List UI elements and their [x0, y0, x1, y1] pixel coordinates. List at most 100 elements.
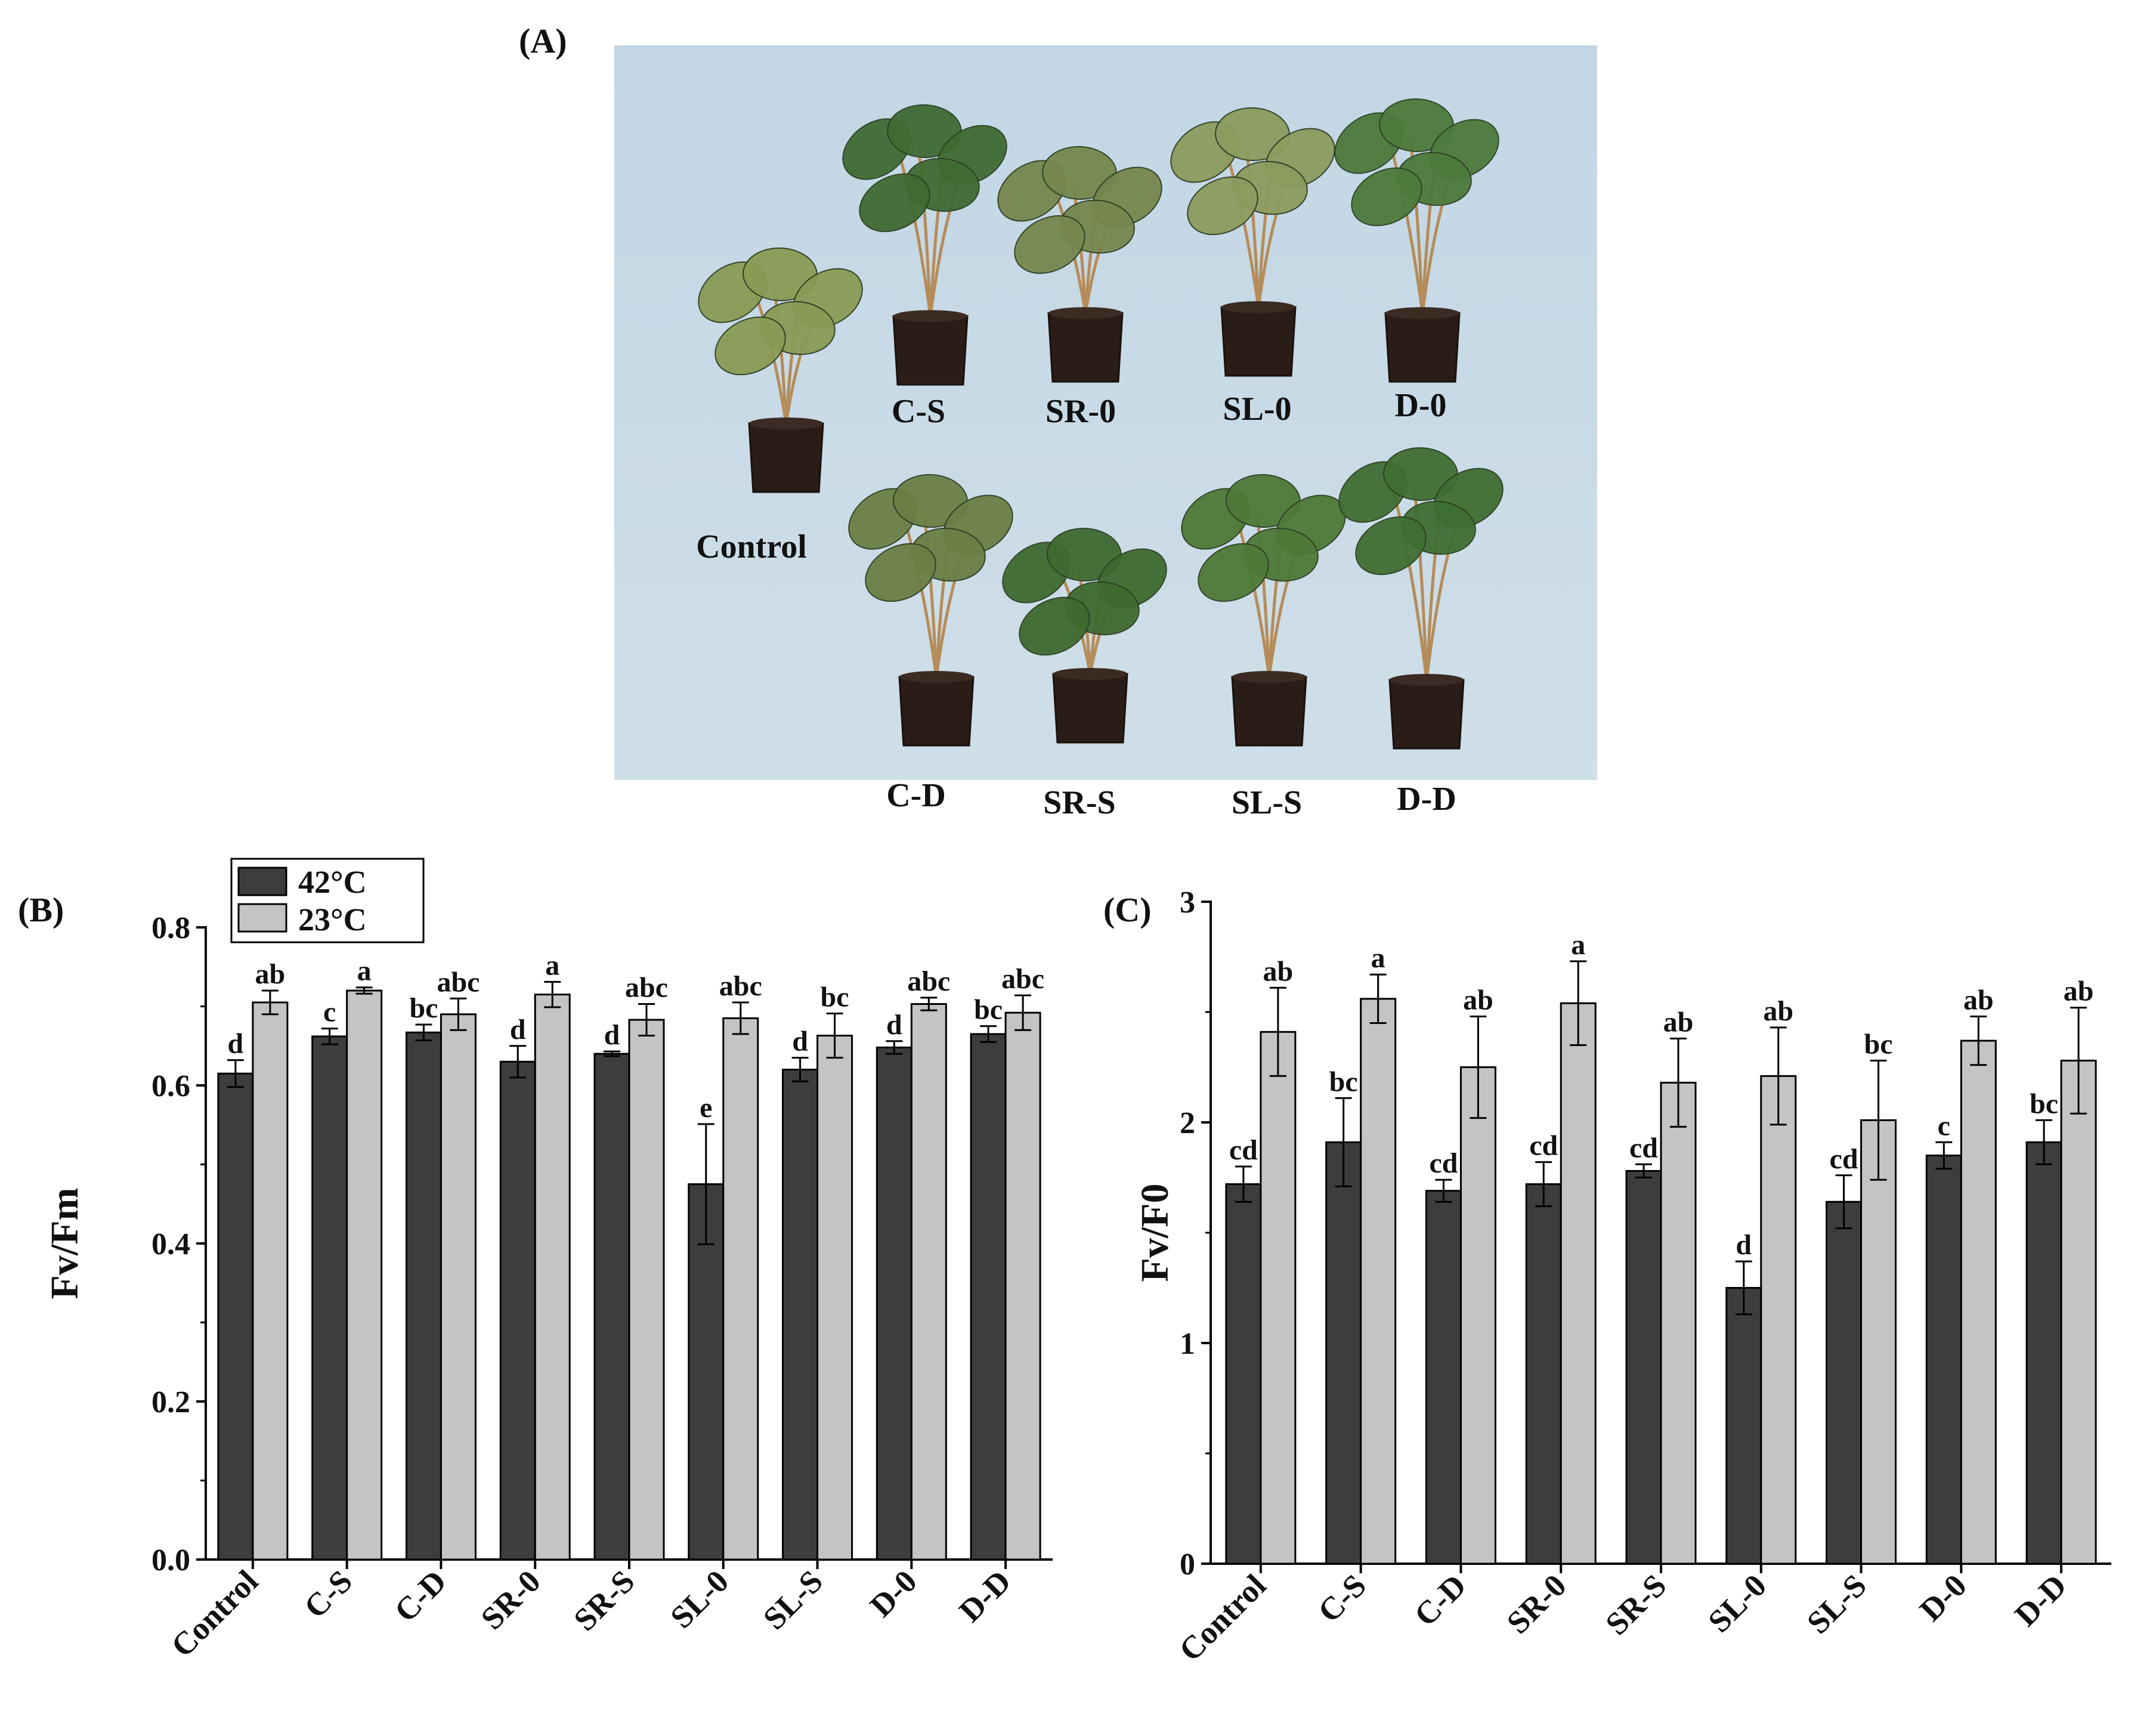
x-tick-label: SR-0 [1500, 1567, 1573, 1641]
significance-letter: bc [974, 994, 1003, 1026]
significance-letter: d [792, 1026, 808, 1057]
significance-letter: ab [2064, 976, 2094, 1007]
significance-letter: bc [409, 992, 438, 1024]
plant [997, 146, 1162, 383]
bar [252, 1001, 289, 1561]
plant [848, 474, 1013, 747]
bar [1425, 1190, 1462, 1565]
plant-label-sl-s: SL-S [1232, 784, 1302, 821]
plant [1181, 474, 1346, 747]
y-tick-label: 0.6 [151, 1069, 190, 1103]
plant-leaf [865, 543, 936, 602]
significance-letter: e [700, 1092, 712, 1124]
plant-label-sl-0: SL-0 [1223, 391, 1291, 428]
y-axis-label: Fv/F0 [1133, 1184, 1177, 1282]
y-axis-label: Fv/Fm [43, 1188, 86, 1300]
bar [311, 1035, 348, 1561]
bar [499, 1060, 536, 1561]
significance-letter: cd [1830, 1143, 1858, 1175]
x-tick-label: SL-0 [663, 1563, 735, 1635]
bar [1225, 1183, 1262, 1565]
bar [1860, 1119, 1897, 1565]
plant-pot [1047, 312, 1124, 383]
plant-label-d-d: D-D [1397, 781, 1456, 818]
bar [346, 989, 383, 1561]
significance-letter: cd [1429, 1147, 1458, 1179]
significance-letter: c [1938, 1110, 1950, 1141]
plant-stem [1245, 148, 1260, 308]
x-tick-label: D-D [2007, 1567, 2073, 1633]
legend-swatch-42c [237, 867, 287, 896]
plant-leaf [1198, 543, 1269, 602]
significance-letter: c [323, 997, 336, 1028]
significance-letter: bc [1329, 1066, 1358, 1097]
significance-letter: cd [1529, 1130, 1558, 1162]
plant-leaf [1019, 596, 1090, 656]
plant-pot-rim [1385, 307, 1459, 319]
y-tick-label: 0.4 [151, 1227, 190, 1261]
bar [1260, 1031, 1297, 1565]
plant-pot [1231, 676, 1307, 747]
plant-leaf [1014, 215, 1085, 274]
significance-letter: ab [1963, 984, 1994, 1016]
significance-letter: a [545, 949, 559, 981]
legend: 42°C 23°C [230, 858, 425, 943]
significance-letter: d [1736, 1229, 1752, 1261]
bar [440, 1013, 477, 1561]
bar [1826, 1201, 1863, 1565]
x-tick-label: D-0 [1913, 1567, 1974, 1628]
x-tick-label: Control [1172, 1567, 1273, 1668]
plant [698, 247, 863, 493]
plant-leaf [859, 173, 930, 233]
x-tick-label: C-S [297, 1563, 359, 1625]
plant-pot [1220, 306, 1297, 377]
x-tick-label: SR-S [1598, 1567, 1673, 1642]
plant-label-d-0: D-0 [1394, 387, 1446, 424]
plant-pot [1388, 679, 1465, 750]
panel-a-label: (A) [519, 21, 567, 60]
x-tick-label: SR-0 [474, 1563, 547, 1636]
plant [1002, 527, 1167, 744]
plant-label-control: Control [696, 528, 807, 565]
plant-pot-rim [1048, 307, 1122, 319]
plant-stem [923, 515, 938, 677]
plant [1338, 447, 1504, 750]
legend-label-23c: 23°C [298, 902, 367, 938]
significance-letter: abc [719, 970, 762, 1002]
y-tick-label: 1 [1180, 1327, 1195, 1361]
bar [1560, 1002, 1597, 1565]
plant-leaf [1351, 167, 1422, 227]
y-tick-label: 0.8 [151, 911, 190, 945]
significance-letter: ab [255, 958, 286, 990]
significance-letter: abc [437, 966, 480, 998]
significance-letter: cd [1229, 1134, 1258, 1166]
plant-label-c-s: C-S [892, 393, 945, 430]
plant-label-sr-0: SR-0 [1045, 393, 1116, 430]
panel-b-label: (B) [18, 890, 64, 929]
plant-leaf [1187, 176, 1258, 236]
plant-pot-rim [1390, 674, 1464, 686]
plant-pot-rim [1221, 301, 1295, 313]
bar [1325, 1141, 1362, 1565]
significance-letter: d [510, 1014, 526, 1045]
x-tick-label: SR-S [567, 1563, 641, 1638]
plant [842, 104, 1007, 386]
y-tick-label: 0.2 [151, 1385, 190, 1419]
legend-swatch-23c [237, 903, 287, 933]
x-tick-label: SL-S [756, 1563, 830, 1636]
plant-group [698, 98, 1504, 750]
bar [405, 1031, 442, 1561]
bar [534, 994, 571, 1561]
plant-pot-rim [1232, 671, 1306, 683]
plant [1334, 98, 1499, 383]
bar [722, 1017, 759, 1561]
bar [2060, 1059, 2097, 1565]
plant-label-c-d: C-D [886, 777, 946, 814]
bar [1459, 1066, 1496, 1565]
chart-fv-f0: 0123Fv/F0ControlcdabC-SbcaC-DcdabSR-0cda… [1133, 886, 2111, 1668]
x-tick-label: SL-S [1800, 1567, 1873, 1641]
significance-letter: d [228, 1028, 244, 1060]
bar [1960, 1039, 1997, 1565]
plant-pot-rim [1053, 668, 1127, 680]
